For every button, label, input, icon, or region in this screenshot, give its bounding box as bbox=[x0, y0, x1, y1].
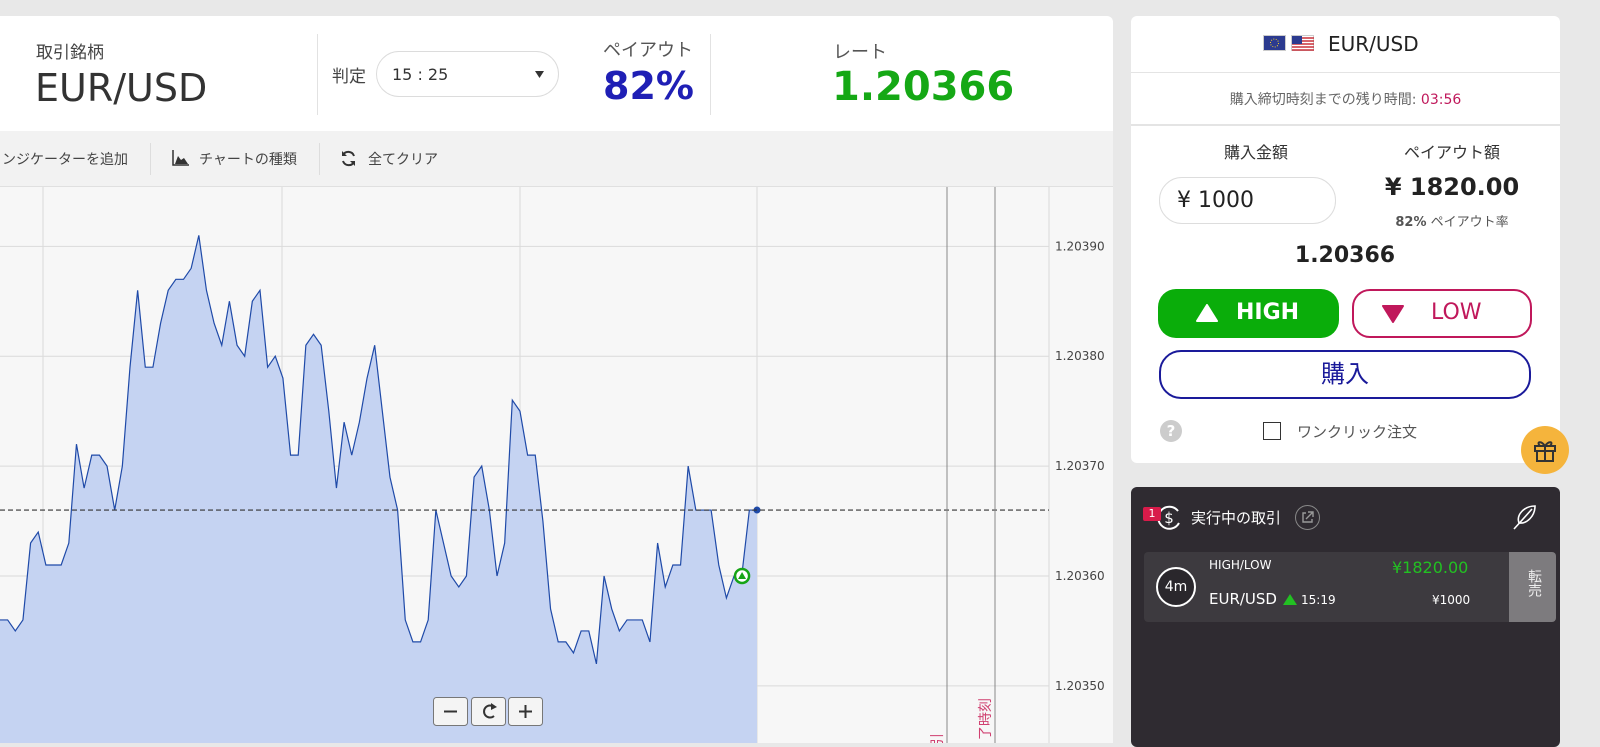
feather-icon[interactable] bbox=[1510, 503, 1538, 531]
trade-row[interactable] bbox=[1144, 552, 1513, 622]
amount: ¥ 1000 bbox=[1177, 188, 1254, 213]
payout: 82% bbox=[603, 64, 694, 108]
expiry: 15 : 25 bbox=[392, 65, 449, 84]
amount-label: 購入金額 bbox=[1223, 143, 1288, 162]
y-tick-label: 1.20350 bbox=[1055, 679, 1105, 693]
divider bbox=[710, 34, 711, 115]
chart-type-icon bbox=[172, 150, 189, 166]
remaining-label: 購入締切時刻までの残り時間: bbox=[1229, 92, 1417, 108]
price-chart: 1.20390 1.20380 1.20370 1.20360 1.20350 引 了時… bbox=[0, 187, 1113, 743]
expiry-label: 判定 bbox=[332, 67, 366, 87]
y-tick-label: 1.20380 bbox=[1055, 349, 1105, 363]
zoom-controls bbox=[433, 697, 543, 726]
one-click-checkbox[interactable] bbox=[1263, 422, 1281, 440]
plot: 1.20390 1.20380 1.20370 1.20360 1.20350 bbox=[0, 235, 1105, 743]
y-tick-label: 1.20390 bbox=[1055, 239, 1105, 253]
area bbox=[0, 235, 757, 743]
trades-badge: 1 bbox=[1143, 507, 1161, 521]
toolbar bbox=[0, 131, 1113, 187]
payout-rate-label: ペイアウト率 bbox=[1430, 215, 1509, 230]
amount-input[interactable]: ¥ 1000 bbox=[1159, 177, 1336, 224]
divider bbox=[317, 34, 318, 115]
clear-all[interactable]: 全てクリア bbox=[368, 152, 438, 168]
y-tick-label: 1.20360 bbox=[1055, 569, 1105, 583]
dropdown-arrow bbox=[535, 71, 544, 78]
payout-label: ペイアウト bbox=[603, 40, 693, 61]
low-button[interactable]: LOW bbox=[1352, 289, 1532, 338]
payout-amount-label: ペイアウト額 bbox=[1403, 143, 1500, 162]
sell-label: 転売 bbox=[1526, 569, 1542, 597]
trade-time: 15:19 bbox=[1301, 593, 1336, 607]
expiry-label: 了時刻 bbox=[978, 698, 994, 740]
sell-button[interactable]: 転売 bbox=[1509, 552, 1556, 622]
one-click-label: ワンクリック注文 bbox=[1297, 423, 1418, 441]
pair: EUR/USD bbox=[1328, 32, 1419, 56]
help-icon[interactable]: ? bbox=[1160, 420, 1182, 442]
add-indicator[interactable]: インジケーターを追加 bbox=[0, 152, 128, 168]
trade-direction bbox=[1283, 594, 1297, 605]
remaining-time: 03:56 bbox=[1420, 92, 1462, 108]
symbol: EUR/USD bbox=[35, 66, 208, 110]
high-label: HIGH bbox=[1236, 300, 1300, 325]
rate: 1.20366 bbox=[832, 64, 1015, 110]
order-panel bbox=[1131, 16, 1560, 463]
down-icon bbox=[1382, 305, 1404, 323]
divider bbox=[319, 143, 320, 175]
y-tick-label: 1.20370 bbox=[1055, 459, 1105, 473]
expiry-select[interactable]: 15 : 25 bbox=[376, 51, 559, 97]
sidebar-rate: 1.20366 bbox=[1294, 243, 1396, 268]
buy-label: 購入 bbox=[1321, 360, 1369, 388]
payout-rate-row: 82% ペイアウト率 bbox=[1352, 211, 1552, 230]
divider bbox=[1131, 124, 1560, 126]
payout-amount: ¥ 1820.00 bbox=[1384, 173, 1520, 201]
trade-pair: EUR/USD bbox=[1209, 590, 1277, 608]
deadline-label: 引 bbox=[930, 733, 946, 743]
divider bbox=[1131, 72, 1560, 73]
trade-amount: ¥1000 bbox=[1432, 593, 1471, 607]
symbol-label: 取引銘柄 bbox=[36, 43, 104, 63]
remaining-row: 購入締切時刻までの残り時間: 03:56 bbox=[1131, 89, 1560, 109]
chart-type[interactable]: チャートの種類 bbox=[199, 152, 297, 168]
buy-button[interactable]: 購入 bbox=[1159, 350, 1531, 399]
rate-label: レート bbox=[833, 42, 887, 63]
trade-kind: HIGH/LOW bbox=[1209, 558, 1272, 572]
gift-button[interactable] bbox=[1521, 426, 1569, 474]
price-line bbox=[0, 235, 757, 665]
zoom-reset[interactable] bbox=[471, 697, 506, 726]
entry-arrow bbox=[738, 571, 747, 579]
payout-rate: 82% bbox=[1395, 215, 1427, 230]
up-icon bbox=[1196, 304, 1218, 322]
trade-payout: ¥1820.00 bbox=[1392, 558, 1469, 577]
svg-text:$: $ bbox=[1164, 509, 1174, 527]
flags bbox=[1263, 35, 1314, 51]
plus-icon bbox=[519, 705, 532, 718]
refresh-icon bbox=[342, 150, 355, 167]
divider bbox=[150, 143, 151, 175]
reset-arrow bbox=[491, 703, 497, 710]
time-left: 4m bbox=[1156, 567, 1196, 607]
open-external[interactable] bbox=[1294, 504, 1321, 531]
high-button[interactable]: HIGH bbox=[1158, 289, 1339, 338]
low-label: LOW bbox=[1431, 300, 1482, 325]
trades-title: 実行中の取引 bbox=[1191, 509, 1282, 527]
